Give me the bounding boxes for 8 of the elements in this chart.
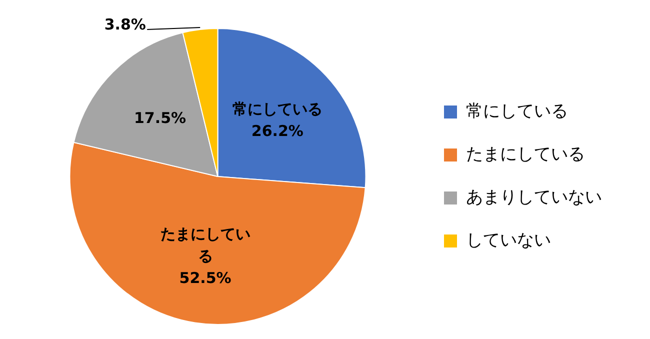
data-label: 常にしている 26.2% [232, 100, 322, 140]
data-label: 17.5% [134, 109, 186, 128]
data-label: たまにしている 52.5% [160, 224, 250, 287]
data-label: 3.8% [104, 15, 146, 34]
legend-label: していない [466, 230, 551, 250]
legend-label: あまりしていない [466, 187, 602, 208]
legend-label: たまにしている [466, 144, 585, 164]
legend-label: 常にしている [466, 101, 568, 122]
